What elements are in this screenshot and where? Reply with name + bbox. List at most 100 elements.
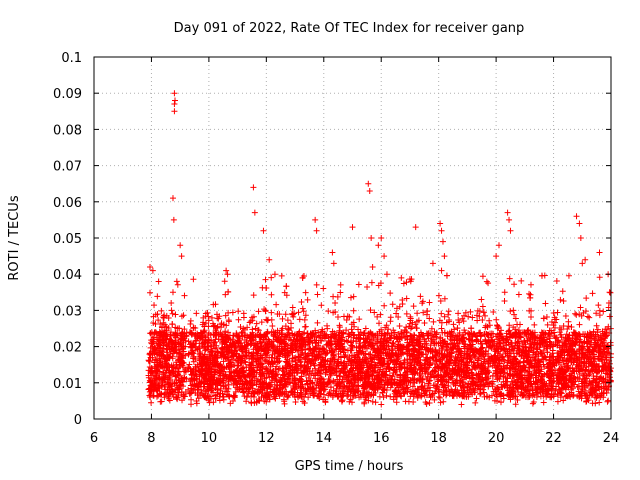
data-point — [273, 301, 280, 308]
data-point — [515, 327, 522, 334]
data-point — [307, 346, 314, 353]
data-point — [146, 351, 153, 358]
data-point — [530, 399, 537, 406]
data-point — [527, 314, 534, 320]
data-point — [313, 281, 320, 288]
data-point — [445, 311, 452, 318]
data-point — [308, 331, 315, 338]
data-point — [383, 322, 390, 329]
data-point — [255, 308, 262, 315]
data-point — [540, 399, 547, 406]
data-point — [455, 310, 462, 317]
data-point — [282, 311, 289, 318]
data-point — [506, 275, 513, 282]
data-point — [302, 289, 309, 296]
data-point — [474, 317, 481, 324]
data-point — [387, 290, 394, 297]
data-point — [187, 317, 194, 324]
data-point — [431, 396, 438, 403]
data-point — [181, 292, 188, 299]
data-point — [250, 292, 257, 299]
data-point — [479, 316, 486, 323]
data-point — [225, 318, 232, 325]
data-point — [606, 313, 613, 320]
data-point — [235, 308, 242, 315]
data-point — [559, 288, 566, 295]
data-point — [332, 300, 339, 307]
data-point — [428, 325, 435, 332]
data-point — [158, 307, 165, 314]
data-point — [479, 273, 486, 280]
data-point — [155, 373, 162, 380]
data-point — [193, 310, 200, 317]
data-point — [304, 296, 311, 303]
data-point — [550, 310, 557, 317]
data-point — [512, 355, 519, 362]
data-point — [469, 314, 476, 321]
data-point — [222, 328, 229, 335]
data-point — [506, 322, 513, 329]
data-point — [426, 377, 433, 384]
data-point — [348, 326, 355, 333]
data-point — [268, 274, 275, 281]
data-point — [355, 281, 362, 288]
data-point — [440, 398, 447, 405]
data-point — [262, 276, 269, 283]
data-point — [435, 292, 442, 299]
data-point — [529, 400, 536, 407]
data-point — [589, 400, 596, 407]
data-point — [195, 383, 202, 390]
data-point — [557, 296, 564, 303]
data-point — [543, 313, 550, 320]
data-point — [154, 293, 161, 300]
data-point — [347, 294, 354, 301]
data-point — [394, 393, 401, 400]
data-point — [575, 383, 582, 390]
data-point — [314, 319, 321, 326]
data-point — [398, 393, 405, 400]
data-point — [355, 326, 362, 333]
data-point — [148, 399, 155, 406]
data-point — [253, 398, 260, 405]
data-point — [572, 310, 579, 317]
data-point — [425, 380, 432, 387]
data-point — [180, 312, 187, 319]
data-point — [276, 311, 283, 318]
data-point — [584, 313, 591, 320]
data-point — [595, 302, 602, 309]
data-point — [589, 384, 596, 391]
data-point — [309, 357, 316, 364]
data-point — [301, 316, 308, 323]
data-point — [284, 317, 291, 324]
data-point — [312, 327, 319, 334]
data-point — [504, 370, 511, 377]
data-point — [225, 329, 232, 336]
data-point — [577, 304, 584, 311]
data-point — [390, 369, 397, 376]
data-point — [151, 302, 158, 309]
data-point — [240, 314, 247, 321]
data-point — [289, 304, 296, 311]
data-point — [188, 401, 195, 408]
data-point — [507, 308, 514, 315]
data-point — [422, 388, 429, 395]
data-point — [296, 316, 303, 323]
data-point — [221, 278, 228, 285]
data-point — [593, 310, 600, 317]
data-point — [229, 309, 236, 316]
data-point — [343, 316, 350, 323]
data-point — [456, 329, 463, 336]
data-point — [278, 272, 285, 279]
data-point — [490, 309, 497, 316]
data-point — [403, 279, 410, 286]
data-point — [269, 322, 276, 329]
data-point — [458, 401, 465, 408]
data-point — [174, 281, 181, 288]
data-point — [554, 398, 561, 405]
data-point — [600, 308, 607, 315]
data-point — [519, 392, 526, 399]
data-point — [393, 310, 400, 317]
data-point — [488, 334, 495, 341]
data-point — [537, 393, 544, 400]
data-point — [318, 302, 325, 309]
